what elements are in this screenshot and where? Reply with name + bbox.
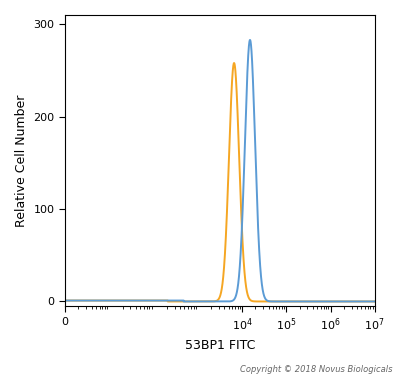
Text: Copyright © 2018 Novus Biologicals: Copyright © 2018 Novus Biologicals [240, 365, 392, 374]
Y-axis label: Relative Cell Number: Relative Cell Number [15, 94, 28, 227]
X-axis label: 53BP1 FITC: 53BP1 FITC [185, 339, 255, 352]
